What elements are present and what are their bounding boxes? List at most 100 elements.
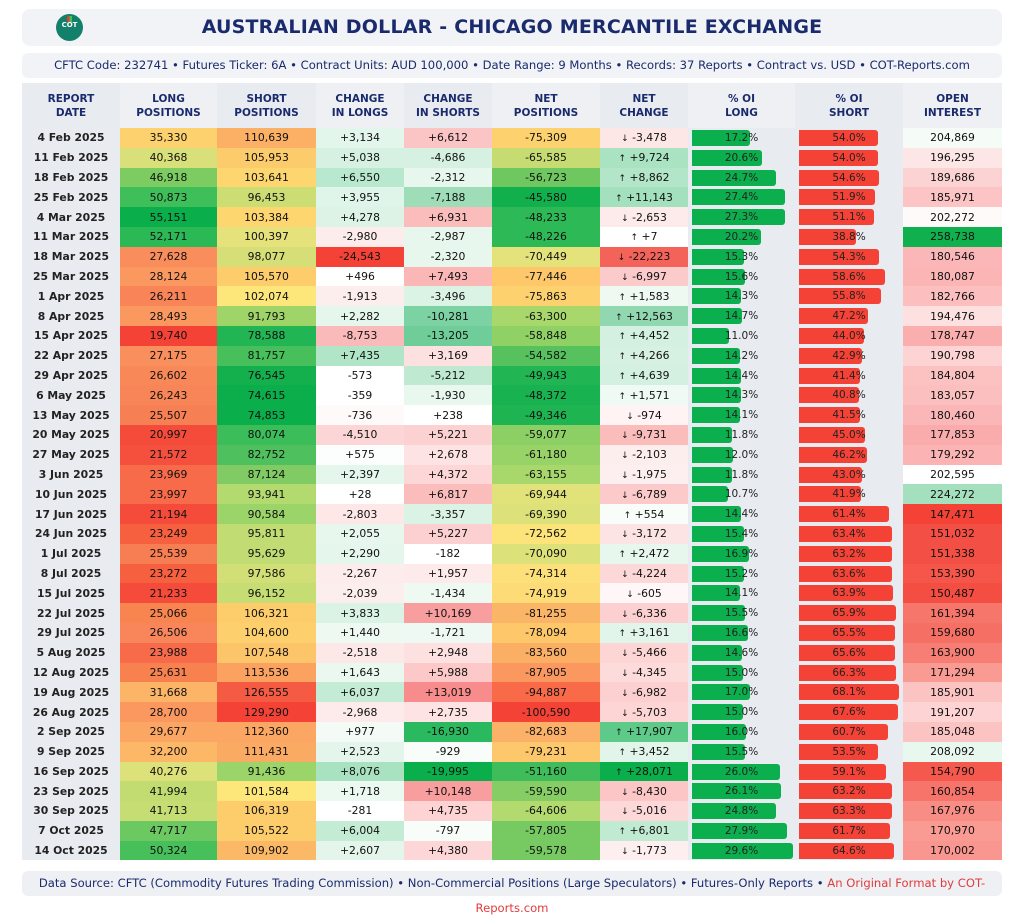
net-change-cell: ↓ -605 <box>600 583 688 604</box>
table-row[interactable]: 15 Jul 2025 21,233 96,152 -2,039 -1,434 -74,9… <box>22 583 1002 604</box>
change-in-shorts-cell: +5,988 <box>404 662 492 683</box>
change-in-longs-cell: -2,518 <box>316 642 404 663</box>
table-row[interactable]: 22 Jul 2025 25,066 106,321 +3,833 +10,169 -81… <box>22 603 1002 623</box>
column-header-report-date[interactable]: REPORT DATE <box>22 83 120 128</box>
change-in-longs-cell: +8,076 <box>316 761 404 782</box>
table-row[interactable]: 29 Apr 2025 26,602 76,545 -573 -5,212 -49,943… <box>22 365 1002 386</box>
report-date-cell: 15 Apr 2025 <box>22 325 120 346</box>
table-row[interactable]: 18 Mar 2025 27,628 98,077 -24,543 -2,320 -70,… <box>22 246 1002 267</box>
pct-oi-short-label: 46.2% <box>832 448 866 461</box>
table-row[interactable]: 4 Feb 2025 35,330 110,639 +3,134 +6,612 -75,3… <box>22 128 1002 148</box>
table-row[interactable]: 13 May 2025 25,507 74,853 -736 +238 -49,346 ↓ … <box>22 405 1002 425</box>
table-row[interactable]: 12 Aug 2025 25,631 113,536 +1,643 +5,988 -87,… <box>22 662 1002 683</box>
short-positions-cell: 112,360 <box>217 721 316 742</box>
report-date-cell: 27 May 2025 <box>22 444 120 465</box>
table-row[interactable]: 9 Sep 2025 32,200 111,431 +2,523 -929 -79,231… <box>22 741 1002 762</box>
table-row[interactable]: 22 Apr 2025 27,175 81,757 +7,435 +3,169 -54,5… <box>22 345 1002 366</box>
table-row[interactable]: 16 Sep 2025 40,276 91,436 +8,076 -19,995 -51,… <box>22 761 1002 782</box>
net-positions-cell: -48,233 <box>492 207 600 227</box>
long-positions-cell: 46,918 <box>120 167 217 188</box>
net-change-value: -6,982 <box>632 685 667 699</box>
pct-oi-short-label: 47.2% <box>832 310 866 323</box>
table-row[interactable]: 5 Aug 2025 23,988 107,548 -2,518 +2,948 -83,5… <box>22 642 1002 663</box>
table-row[interactable]: 8 Jul 2025 23,272 97,586 -2,267 +1,957 -74,31… <box>22 563 1002 584</box>
pct-oi-short-label: 63.2% <box>832 785 866 798</box>
net-positions-cell: -75,863 <box>492 286 600 307</box>
table-row[interactable]: 30 Sep 2025 41,713 106,319 -281 +4,735 -64,60… <box>22 801 1002 821</box>
table-row[interactable]: 17 Jun 2025 21,194 90,584 -2,803 -3,357 -69,3… <box>22 504 1002 524</box>
pct-oi-short-cell: 53.5% <box>795 741 903 762</box>
pct-oi-short-bar <box>799 664 897 681</box>
table-row[interactable]: 27 May 2025 21,572 82,752 +575 +2,678 -61,180… <box>22 444 1002 465</box>
column-header-short-positions[interactable]: SHORT POSITIONS <box>217 83 316 128</box>
column-header-net-positions[interactable]: NET POSITIONS <box>492 83 600 128</box>
table-row[interactable]: 23 Sep 2025 41,994 101,584 +1,718 +10,148 -59… <box>22 781 1002 802</box>
column-header-pct-oi-short[interactable]: % OI SHORT <box>795 83 903 128</box>
net-change-value: +17,907 <box>626 725 673 739</box>
change-in-longs-cell: -8,753 <box>316 325 404 346</box>
pct-oi-long-label: 29.6% <box>724 844 759 857</box>
table-row[interactable]: 15 Apr 2025 19,740 78,588 -8,753 -13,205 -58,… <box>22 325 1002 346</box>
pct-oi-short-cell: 68.1% <box>795 682 903 703</box>
table-row[interactable]: 20 May 2025 20,997 80,074 -4,510 +5,221 -59,0… <box>22 424 1002 445</box>
column-header-line1: % OI <box>835 92 863 105</box>
table-row[interactable]: 14 Oct 2025 50,324 109,902 +2,607 +4,380 -59,… <box>22 840 1002 861</box>
short-positions-cell: 105,570 <box>217 266 316 287</box>
column-header-change-in-longs[interactable]: CHANGE IN LONGS <box>316 83 404 128</box>
table-row[interactable]: 1 Jul 2025 25,539 95,629 +2,290 -182 -70,090 ↑… <box>22 543 1002 564</box>
pct-oi-long-cell: 27.9% <box>688 820 795 841</box>
table-row[interactable]: 19 Aug 2025 31,668 126,555 +6,037 +13,019 -94… <box>22 682 1002 703</box>
column-header-pct-oi-long[interactable]: % OI LONG <box>688 83 795 128</box>
column-header-open-interest[interactable]: OPEN INTEREST <box>903 83 1002 128</box>
table-row[interactable]: 25 Mar 2025 28,124 105,570 +496 +7,493 -77,44… <box>22 266 1002 287</box>
change-in-shorts-cell: -1,930 <box>404 385 492 406</box>
pct-oi-short-cell: 44.0% <box>795 325 903 346</box>
open-interest-cell: 204,869 <box>903 128 1002 148</box>
table-row[interactable]: 18 Feb 2025 46,918 103,641 +6,550 -2,312 -56,… <box>22 167 1002 188</box>
net-positions-cell: -74,314 <box>492 563 600 584</box>
column-header-long-positions[interactable]: LONG POSITIONS <box>120 83 217 128</box>
table-row[interactable]: 24 Jun 2025 23,249 95,811 +2,055 +5,227 -72,5… <box>22 523 1002 544</box>
table-row[interactable]: 3 Jun 2025 23,969 87,124 +2,397 +4,372 -63,15… <box>22 464 1002 485</box>
table-row[interactable]: 1 Apr 2025 26,211 102,074 -1,913 -3,496 -75,8… <box>22 286 1002 307</box>
table-row[interactable]: 4 Mar 2025 55,151 103,384 +4,278 +6,931 -48,2… <box>22 207 1002 227</box>
pct-oi-long-label: 26.1% <box>724 785 759 798</box>
table-row[interactable]: 2 Sep 2025 29,677 112,360 +977 -16,930 -82,68… <box>22 721 1002 742</box>
pct-oi-short-cell: 54.0% <box>795 147 903 168</box>
net-change-value: -4,345 <box>632 665 667 679</box>
column-header-change-in-shorts[interactable]: CHANGE IN SHORTS <box>404 83 492 128</box>
table-row[interactable]: 8 Apr 2025 28,493 91,793 +2,282 -10,281 -63,3… <box>22 306 1002 326</box>
table-row[interactable]: 26 Aug 2025 28,700 129,290 -2,968 +2,735 -100… <box>22 702 1002 722</box>
net-change-value: +4,639 <box>629 368 670 382</box>
table-row[interactable]: 7 Oct 2025 47,717 105,522 +6,004 -797 -57,805… <box>22 820 1002 841</box>
table-row[interactable]: 25 Feb 2025 50,873 96,453 +3,955 -7,188 -45,5… <box>22 187 1002 208</box>
change-in-longs-cell: +2,290 <box>316 543 404 564</box>
pct-oi-long-bar <box>692 407 740 424</box>
long-positions-cell: 23,988 <box>120 642 217 663</box>
change-in-shorts-cell: +13,019 <box>404 682 492 703</box>
net-change-cell: ↑ +28,071 <box>600 761 688 782</box>
pct-oi-long-bar <box>692 130 751 146</box>
pct-oi-short-label: 54.0% <box>832 132 866 144</box>
column-header-net-change[interactable]: NET CHANGE <box>600 83 688 128</box>
table-row[interactable]: 6 May 2025 26,243 74,615 -359 -1,930 -48,372 ↑… <box>22 385 1002 406</box>
table-row[interactable]: 10 Jun 2025 23,997 93,941 +28 +6,817 -69,944 ↓… <box>22 484 1002 505</box>
net-change-cell: ↓ -1,975 <box>600 464 688 485</box>
table-row[interactable]: 29 Jul 2025 26,506 104,600 +1,440 -1,721 -78,… <box>22 622 1002 643</box>
column-header-line1: CHANGE <box>423 92 473 105</box>
table-row[interactable]: 11 Feb 2025 40,368 105,953 +5,038 -4,686 -65,… <box>22 147 1002 168</box>
pct-oi-short-label: 51.9% <box>832 191 866 204</box>
column-header-line2: CHANGE <box>619 106 669 119</box>
change-in-shorts-cell: +238 <box>404 405 492 425</box>
cot-reports-logo[interactable]: COT <box>56 14 83 41</box>
table-row[interactable]: 11 Mar 2025 52,171 100,397 -2,980 -2,987 -48,… <box>22 226 1002 247</box>
net-change-value: -22,223 <box>628 250 671 264</box>
pct-oi-short-bar <box>799 189 876 206</box>
short-positions-cell: 95,811 <box>217 523 316 544</box>
net-change-value: +28,071 <box>626 764 673 778</box>
change-in-longs-cell: +6,037 <box>316 682 404 703</box>
net-positions-cell: -58,848 <box>492 325 600 346</box>
pct-oi-short-bar <box>799 565 893 582</box>
long-positions-cell: 21,233 <box>120 583 217 604</box>
pct-oi-long-cell: 14.2% <box>688 345 795 366</box>
